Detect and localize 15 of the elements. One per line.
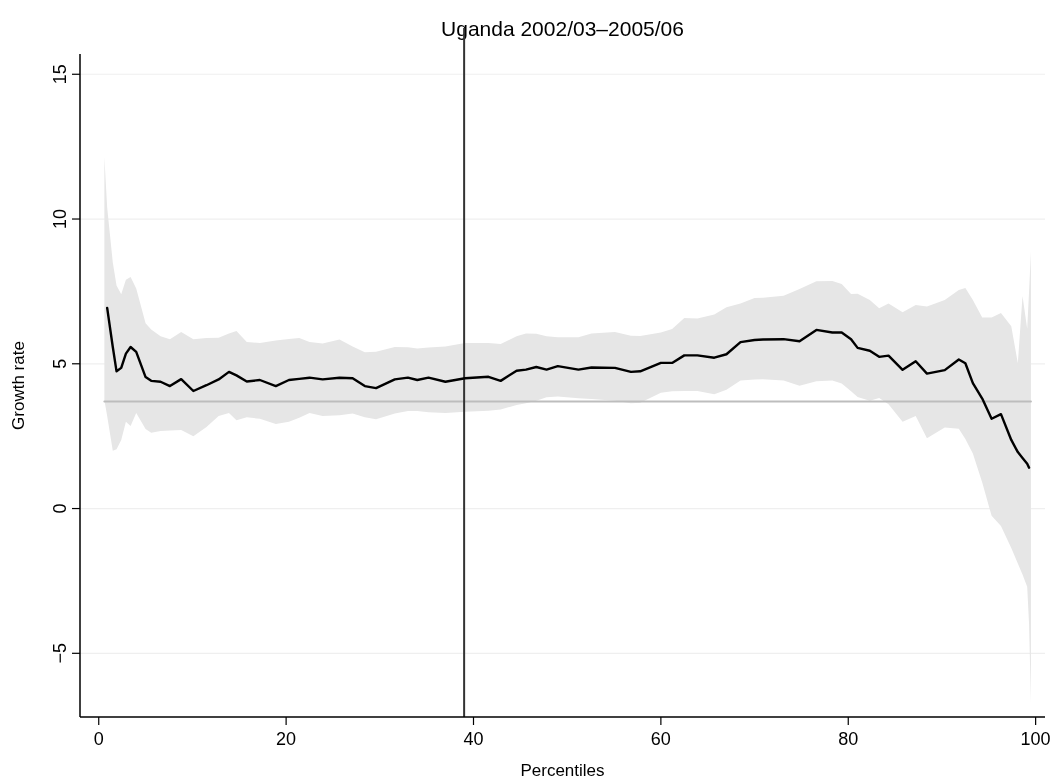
y-tick-label: 5	[50, 358, 70, 369]
x-tick-label: 100	[1020, 729, 1051, 749]
line-series	[105, 306, 1031, 469]
y-tick-label: 15	[50, 64, 70, 85]
x-tick-label: 80	[838, 729, 859, 749]
x-tick-label: 20	[276, 729, 297, 749]
chart-title: Uganda 2002/03–2005/06	[441, 17, 684, 40]
y-tick-label: −5	[50, 643, 70, 664]
y-tick-label: 0	[50, 503, 70, 514]
x-axis-title: Percentiles	[520, 761, 605, 780]
y-tick-label: 10	[50, 209, 70, 230]
x-tick-label: 60	[650, 729, 671, 749]
x-tick-label: 0	[93, 729, 104, 749]
y-axis-title: Growth rate	[9, 341, 28, 430]
x-tick-label: 40	[463, 729, 484, 749]
